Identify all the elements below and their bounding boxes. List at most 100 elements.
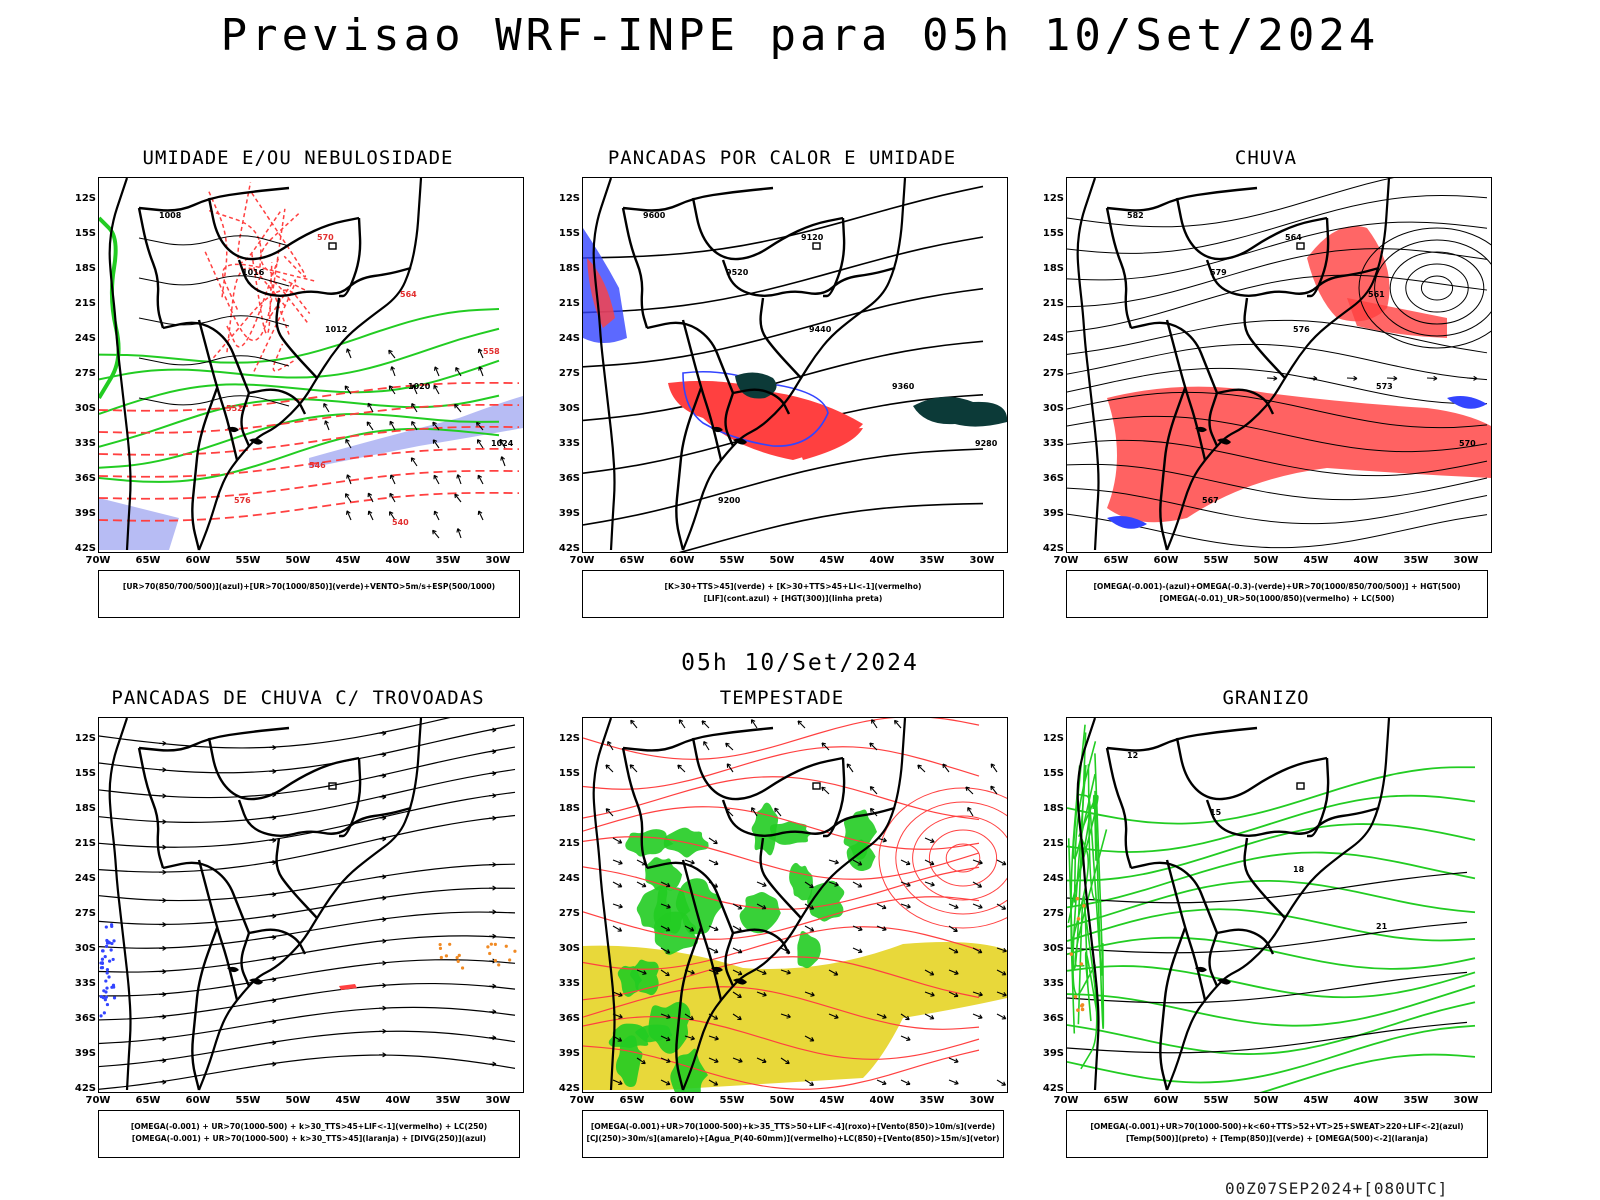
wind-vector: [612, 881, 623, 888]
instability-point: [455, 955, 459, 960]
map-tempestade: [582, 717, 1008, 1093]
wind-vector: [828, 1013, 839, 1019]
country-border: [759, 297, 802, 379]
temp850-contour: [1067, 879, 1476, 928]
thickness-contour: [212, 289, 311, 359]
wind-vector: [367, 402, 374, 413]
wind-vector: [876, 1079, 887, 1086]
east-coastline: [681, 178, 907, 551]
streamline-arrow: [379, 916, 387, 922]
instability-point: [493, 942, 497, 946]
lon-tick-label: 60W: [185, 1095, 211, 1106]
lat-tick-label: 33S: [558, 978, 580, 989]
thickness-contour: [222, 263, 315, 310]
streamline-arrow: [379, 773, 387, 779]
country-border: [1175, 197, 1328, 261]
wind-vector: [852, 947, 863, 954]
contour-label: 21: [1376, 922, 1388, 931]
wind-vector: [433, 510, 440, 521]
temp850-contour: [1087, 764, 1100, 904]
instability-point: [504, 944, 508, 948]
contour-label: 552: [226, 404, 243, 413]
temp850-contour: [1070, 794, 1099, 905]
lat-tick-label: 42S: [558, 1083, 580, 1094]
wind-vector: [750, 719, 758, 729]
wind-vector: [869, 742, 878, 751]
instability-point: [489, 942, 493, 946]
wind-vector: [732, 1057, 743, 1063]
divergence-point: [111, 957, 115, 962]
country-border: [646, 861, 735, 934]
divergence-point: [102, 989, 106, 993]
contour-label: 9600: [643, 211, 666, 220]
contour-label: 12: [1127, 751, 1138, 760]
wind-vector: [996, 903, 1007, 910]
wind-vector: [454, 403, 462, 413]
streamline-arrow: [489, 793, 497, 799]
streamline: [99, 935, 516, 973]
divergence-point: [102, 1011, 106, 1015]
wind-vector: [389, 420, 396, 431]
wind-vector: [871, 719, 878, 729]
lon-tick-label: 35W: [435, 555, 461, 566]
divergence-point: [108, 959, 112, 963]
cyclone-current: [945, 843, 981, 873]
lon-tick-label: 45W: [1303, 555, 1329, 566]
wind-vector: [455, 366, 462, 377]
lake: [711, 426, 723, 433]
contour-label: 15: [1210, 808, 1222, 817]
country-border: [621, 207, 649, 329]
wind-vector: [411, 384, 418, 395]
west-coastline: [1076, 718, 1100, 1091]
current-line: [583, 1045, 980, 1090]
humidity-cell: [435, 199, 467, 222]
strong-wind-area: [615, 1035, 643, 1088]
country-border: [275, 297, 318, 379]
lon-tick-label: 70W: [85, 555, 111, 566]
streamline-arrow: [269, 815, 277, 821]
temp500-contour: [1067, 871, 1468, 904]
country-border: [1130, 321, 1219, 394]
lon-tick-label: 50W: [1253, 1095, 1279, 1106]
country-border: [248, 928, 307, 955]
cyclone-streamline: [1358, 227, 1491, 349]
instability-area: [339, 984, 357, 990]
wind-vector: [612, 925, 623, 932]
lake: [227, 426, 239, 433]
wind-vector: [732, 947, 743, 954]
contour-label: 570: [317, 233, 334, 242]
humidity-cell: [459, 292, 496, 311]
map-pancadas-por-calor-e-umidade: 9600 9520 9440 9360 9280 9200 9120: [582, 177, 1008, 553]
lat-tick-label: 24S: [74, 333, 96, 344]
country-border: [724, 392, 735, 447]
streamline: [1067, 439, 1488, 477]
federal-district: [328, 782, 337, 790]
lake-patos: [733, 978, 747, 985]
wind-vector: [924, 881, 935, 887]
streamline-arrow: [489, 749, 497, 755]
temp850-contour: [1067, 851, 1476, 909]
temp850-contour: [1067, 1024, 1476, 1084]
streamline-arrow: [489, 885, 497, 891]
contour-label: 558: [483, 347, 500, 356]
streamline-arrow: [379, 1052, 387, 1058]
cyclone-current: [912, 815, 1007, 901]
wind-vector: [732, 991, 742, 999]
west-coastline: [108, 718, 132, 1091]
instability-point: [438, 942, 442, 947]
legend-line: [CJ(250)>30m/s](amarelo)+[Agua_P(40-60mm…: [586, 1134, 1000, 1143]
streamline-arrow: [489, 815, 497, 821]
divergence-point: [108, 941, 112, 945]
country-border: [1105, 747, 1133, 869]
wind-vector: [972, 881, 983, 888]
wind-vector: [924, 859, 935, 866]
wind-vector: [924, 837, 935, 844]
humidity-cell: [416, 278, 451, 303]
streamline-arrow: [489, 909, 497, 915]
wind-vector: [732, 925, 743, 932]
wind-vector: [942, 763, 950, 773]
wind-vector: [965, 786, 974, 795]
streamline-arrow: [489, 1061, 497, 1067]
streamline: [1067, 391, 1488, 429]
lat-tick-label: 36S: [1042, 1013, 1064, 1024]
